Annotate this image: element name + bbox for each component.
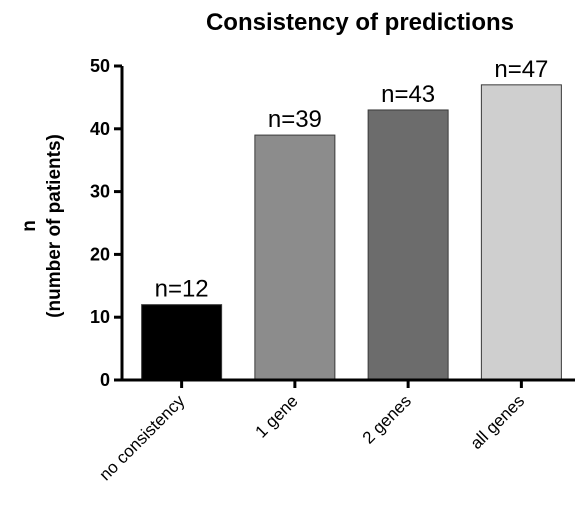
data-labels: n=12 n=39 n=43 n=47 [155,56,549,303]
x-category-label: all genes [467,391,529,453]
chart-title: Consistency of predictions [206,9,514,36]
x-category-label: 1 gene [251,391,301,441]
bar-data-label: n=43 [381,81,435,108]
bar-data-label: n=39 [268,106,322,133]
y-tick-label: 10 [90,307,110,327]
y-tick-label: 0 [100,370,110,390]
y-tick-label: 20 [90,244,110,264]
x-category-label: 2 genes [359,391,415,447]
x-axis: no consistency 1 gene 2 genes all genes [96,378,575,484]
y-axis-label-line2: (number of patients) [44,134,65,318]
bar [480,84,562,381]
y-axis: 0 10 20 30 40 50 [90,56,124,390]
bars [141,84,562,381]
bar [367,109,449,381]
y-tick-label: 50 [90,56,110,76]
y-tick-label: 40 [90,119,110,139]
bar [141,304,223,381]
y-axis-label: n (number of patients) [19,134,65,318]
y-tick-label: 30 [90,182,110,202]
y-axis-label-line1: n [19,220,40,232]
bar-data-label: n=47 [494,56,548,83]
x-category-label: no consistency [96,391,189,484]
bar-data-label: n=12 [155,276,209,303]
bar [254,134,336,381]
